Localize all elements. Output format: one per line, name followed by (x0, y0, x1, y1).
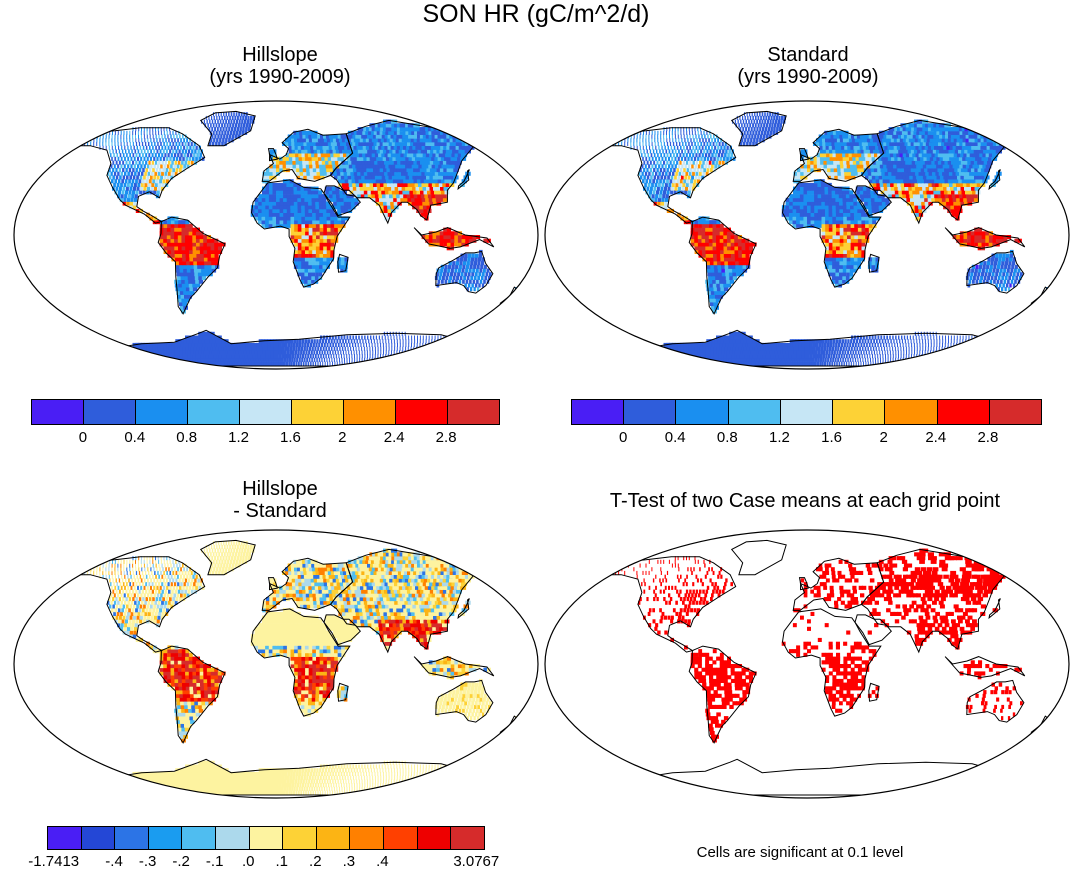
colorbar-box (32, 400, 84, 424)
colorbar-standard (571, 399, 1042, 425)
colorbar-box (451, 827, 484, 849)
colorbar-tick-label: -1.7413 (28, 853, 80, 870)
colorbar-box (136, 400, 188, 424)
panel-title-line: Hillslope (242, 478, 318, 500)
map-panel-ttest (544, 529, 1070, 799)
map-grid-cells (605, 112, 1050, 366)
colorbar-box (937, 400, 990, 424)
colorbar-box (833, 400, 886, 424)
panel-title-line: (yrs 1990-2009) (209, 66, 351, 88)
colorbar-box (572, 400, 625, 424)
map-frame (13, 529, 539, 799)
colorbar-box (989, 400, 1041, 424)
colorbar-tick-label: -.1 (205, 853, 224, 870)
panel-title-line: Standard (767, 44, 849, 66)
colorbar-box (624, 400, 677, 424)
colorbar-tick-label: 1.2 (228, 429, 249, 446)
colorbar-tick-label: 2.4 (383, 429, 405, 446)
map-grid-cells (605, 548, 1050, 743)
colorbar-box (728, 400, 781, 424)
colorbar-box (188, 400, 240, 424)
panel-title-hillslope: Hillslope (yrs 1990-2009) (80, 44, 480, 88)
panel-title-line: - Standard (233, 500, 327, 522)
colorbar-box (81, 827, 116, 849)
map-grid-cells (74, 112, 519, 366)
map-panel-standard (544, 100, 1070, 370)
map-panel-difference (13, 529, 539, 799)
colorbar-box (115, 827, 149, 849)
colorbar-tick-label: -.3 (138, 853, 157, 870)
figure-title: SON HR (gC/m^2/d) (422, 0, 650, 28)
colorbar-tick-label: 0.4 (664, 429, 686, 446)
colorbar-tick-label: 2 (879, 429, 888, 446)
colorbar-tick-label: 2.8 (435, 429, 457, 446)
colorbar-hillslope (31, 399, 500, 425)
colorbar-box (240, 400, 292, 424)
panel-title-ttest: T-Test of two Case means at each grid po… (540, 490, 1070, 512)
colorbar-box (417, 827, 452, 849)
colorbar-box (384, 827, 418, 849)
colorbar-tick-label: .4 (376, 853, 389, 870)
panel-title-line: (yrs 1990-2009) (737, 66, 879, 88)
colorbar-tick-label: 2.8 (977, 429, 999, 446)
colorbar-tick-label: 0.4 (124, 429, 146, 446)
panel-title-difference: Hillslope - Standard (80, 478, 480, 522)
panel-title-line: T-Test of two Case means at each grid po… (609, 490, 1001, 512)
colorbar-box (316, 827, 351, 849)
colorbar-box (396, 400, 448, 424)
colorbar-difference (47, 826, 485, 850)
colorbar-box (676, 400, 729, 424)
colorbar-tick-label: 0 (78, 429, 88, 446)
colorbar-tick-label: 2.4 (925, 429, 947, 446)
map-grid-cells (74, 541, 519, 795)
panel-title-standard: Standard (yrs 1990-2009) (608, 44, 1008, 88)
colorbar-tick-label: 0.8 (716, 429, 738, 446)
colorbar-box (182, 827, 217, 849)
colorbar-box (48, 827, 82, 849)
map-panel-hillslope (13, 100, 539, 370)
colorbar-tick-label: -.2 (172, 853, 190, 870)
map-frame (544, 529, 1070, 799)
colorbar-box (292, 400, 344, 424)
colorbar-box (249, 827, 284, 849)
colorbar-tick-label: .0 (241, 853, 255, 870)
colorbar-tick-label: 3.0767 (453, 853, 500, 870)
colorbar-tick-label: 2 (338, 429, 347, 446)
colorbar-box (216, 827, 250, 849)
coastlines (601, 539, 1053, 796)
colorbar-hillslope-labels: 0 0.4 0.8 1.2 1.6 2 2.4 2.8 (31, 429, 498, 449)
map-frame (544, 100, 1070, 370)
colorbar-difference-labels: -1.7413 -.4 -.3 -.2 -.1 .0 .1 .2 .3 .4 3.0767 (28, 853, 499, 873)
colorbar-tick-label: 1.6 (821, 429, 842, 446)
panel-title-line: Hillslope (242, 44, 318, 66)
colorbar-box (350, 827, 385, 849)
colorbar-tick-label: .2 (309, 853, 322, 870)
colorbar-tick-label: 0.8 (176, 429, 198, 446)
significance-note: Cells are significant at 0.1 level (696, 844, 904, 861)
colorbar-tick-label: .3 (342, 853, 356, 870)
colorbar-box (448, 400, 499, 424)
colorbar-box (885, 400, 938, 424)
colorbar-box (283, 827, 317, 849)
colorbar-box (344, 400, 396, 424)
colorbar-tick-label: 1.6 (280, 429, 301, 446)
colorbar-box (84, 400, 136, 424)
colorbar-tick-label: 0 (618, 429, 628, 446)
colorbar-tick-label: -.4 (105, 853, 123, 870)
colorbar-tick-label: .1 (275, 853, 289, 870)
map-frame (13, 100, 539, 370)
colorbar-box (780, 400, 834, 424)
colorbar-standard-labels: 0 0.4 0.8 1.2 1.6 2 2.4 2.8 (571, 429, 1040, 449)
colorbar-box (148, 827, 183, 849)
colorbar-tick-label: 1.2 (769, 429, 790, 446)
